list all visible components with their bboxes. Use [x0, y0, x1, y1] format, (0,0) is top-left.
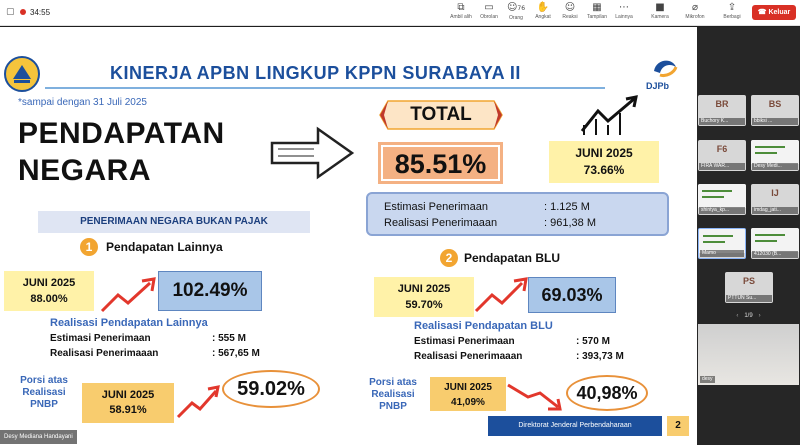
pnbp-header: PENERIMAAN NEGARA BUKAN PAJAK	[38, 211, 310, 233]
chevron-left-icon[interactable]: ‹	[736, 313, 739, 319]
shared-screen-thumbnail	[698, 184, 746, 208]
section1-realisasi-row: Realisasi Penerimaaan : 567,65 M	[50, 348, 260, 359]
participant-tile[interactable]: PS PTTUN Su...	[725, 272, 773, 303]
djpb-logo-text: DJPb	[646, 81, 670, 91]
ambil-alih-button[interactable]: ⧉ Ambil alih	[446, 2, 476, 21]
window-icon[interactable]: ▢	[6, 7, 15, 17]
shared-slide: KINERJA APBN LINGKUP KPPN SURABAYA II DJ…	[0, 27, 697, 445]
total-realisasi-row: Realisasi Penerimaaan : 961,38 M	[384, 217, 596, 229]
hand-icon: ✋	[536, 2, 550, 13]
section1-number-badge: 1	[80, 238, 98, 256]
section2-down-arrow-icon	[507, 383, 562, 411]
kemenkeu-logo	[4, 56, 40, 92]
section1-percentage: 102.49%	[158, 271, 262, 311]
total-estimasi-row: Estimasi Penerimaan : 1.125 M	[384, 201, 590, 213]
section1-porsi-percentage: 59.02%	[222, 370, 320, 408]
angkat-button[interactable]: ✋ Angkat	[528, 2, 558, 21]
more-icon: ⋯	[619, 2, 629, 13]
presenter-name-tag: Desy Mediana Handayani	[0, 430, 77, 444]
participant-tile[interactable]: shintya_kp...	[698, 184, 746, 215]
page-heading: PENDAPATAN NEGARA	[18, 117, 225, 187]
total-banner	[379, 100, 503, 130]
system-icons: ▢	[6, 7, 26, 17]
date-note: *sampai dengan 31 Juli 2025	[18, 97, 147, 108]
obrolan-button[interactable]: ▭ Obrolan	[474, 2, 504, 21]
total-percentage: 85.51%	[378, 142, 503, 184]
mic-off-icon: ⌀	[691, 2, 699, 13]
section2-title: Pendapatan BLU	[464, 251, 561, 265]
growth-chart-icon	[580, 95, 638, 135]
shared-screen-thumbnail	[751, 228, 799, 252]
title-divider	[45, 87, 605, 89]
camera-icon: ■	[655, 2, 665, 13]
shared-screen-thumbnail	[699, 229, 745, 253]
section1-porsi-juni-badge: JUNI 2025 58.91%	[82, 383, 174, 423]
slide-title: KINERJA APBN LINGKUP KPPN SURABAYA II	[110, 63, 521, 83]
section1-up-arrow-icon	[100, 277, 156, 313]
section2-estimasi-row: Estimasi Penerimaan : 570 M	[414, 336, 610, 347]
layout-icon: ▦	[592, 2, 602, 13]
mikrofon-button[interactable]: ⌀ Mikrofon	[680, 2, 710, 21]
orang-button[interactable]: ☺76 Orang	[501, 2, 531, 22]
meeting-toolbar: ▢ 34:55 ⧉ Ambil alih ▭ Obrolan ☺76 Orang…	[0, 0, 800, 26]
page-number: 2	[667, 416, 689, 436]
total-estimation-box: Estimasi Penerimaan : 1.125 M Realisasi …	[366, 192, 669, 236]
chat-icon: ▭	[484, 2, 494, 13]
cast-icon: ⧉	[457, 2, 465, 13]
berbagi-button[interactable]: ⇪ Berbagi	[717, 2, 747, 21]
section2-porsi-percentage: 40,98%	[566, 375, 648, 411]
section2-realisasi-row: Realisasi Penerimaaan : 393,73 M	[414, 351, 624, 362]
section2-up-arrow-icon	[474, 277, 528, 313]
arrow-right-icon	[270, 126, 355, 180]
recording-icon	[19, 9, 26, 15]
reaksi-button[interactable]: ☺ Reaksi	[555, 2, 585, 21]
djpb-logo-icon	[654, 60, 678, 77]
participant-tile[interactable]: 412030 (B...	[751, 228, 799, 259]
participants-panel: BR Buchory K... BS bbiksi ... F6 FIRA WA…	[697, 27, 800, 445]
chevron-right-icon[interactable]: ›	[758, 313, 761, 319]
section1-porsi-label: Porsi atas Realisasi PNBP	[20, 375, 68, 410]
section2-juni-badge: JUNI 2025 59.70%	[374, 277, 474, 317]
section1-juni-badge: JUNI 2025 88.00%	[4, 271, 94, 311]
participant-tile[interactable]: BR Buchory K...	[698, 95, 746, 126]
section2-porsi-juni-badge: JUNI 2025 41,09%	[430, 377, 506, 411]
total-juni-badge: JUNI 2025 73.66%	[549, 141, 659, 183]
section2-percentage: 69.03%	[528, 277, 616, 313]
share-icon: ⇪	[727, 2, 737, 13]
kamera-button[interactable]: ■ Kamera	[645, 2, 675, 21]
lainnya-button[interactable]: ⋯ Lainnya	[609, 2, 639, 21]
participants-pager: ‹ 1/9 ›	[736, 313, 761, 319]
footer-organization: Direktorat Jenderal Perbendaharaan	[488, 416, 662, 436]
self-view-video: desy	[698, 324, 799, 385]
section1-estimasi-row: Estimasi Penerimaan : 555 M	[50, 333, 246, 344]
participant-tile[interactable]: IJ imdag_jati...	[751, 184, 799, 215]
section1-porsi-arrow-icon	[176, 385, 220, 419]
people-icon: ☺76	[506, 2, 526, 13]
section1-title: Pendapatan Lainnya	[106, 240, 223, 254]
emoji-icon: ☺	[564, 2, 576, 13]
section1-realisasi-heading: Realisasi Pendapatan Lainnya	[50, 317, 208, 329]
tampilan-button[interactable]: ▦ Tampilan	[582, 2, 612, 21]
phone-icon: ☎	[757, 9, 769, 16]
participant-tile[interactable]: F6 FIRA WAR...	[698, 140, 746, 171]
section2-number-badge: 2	[440, 249, 458, 267]
section2-realisasi-heading: Realisasi Pendapatan BLU	[414, 320, 553, 332]
meeting-timer: 34:55	[30, 8, 51, 17]
leave-button[interactable]: ☎ Keluar	[752, 5, 796, 20]
shared-screen-thumbnail	[751, 140, 799, 164]
participant-tile[interactable]: Desy Medi...	[751, 140, 799, 171]
participant-count: 76	[517, 5, 526, 12]
section2-porsi-label: Porsi atas Realisasi PNBP	[369, 377, 417, 412]
participant-tile[interactable]: Mamo	[698, 228, 746, 259]
participant-tile[interactable]: BS bbiksi ...	[751, 95, 799, 126]
total-label: TOTAL	[410, 104, 472, 125]
